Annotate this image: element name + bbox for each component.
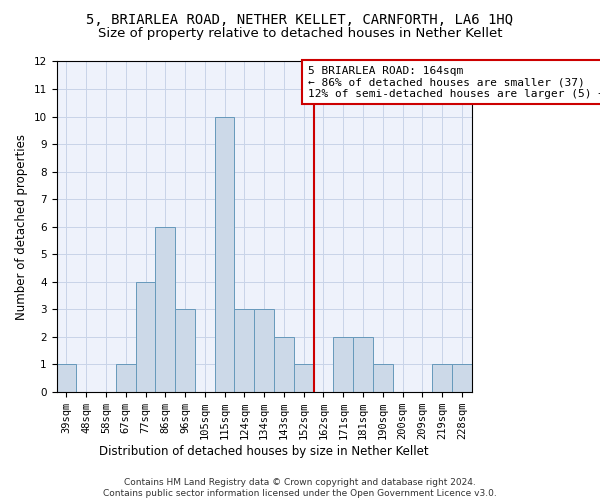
Y-axis label: Number of detached properties: Number of detached properties xyxy=(15,134,28,320)
Text: 5 BRIARLEA ROAD: 164sqm
← 86% of detached houses are smaller (37)
12% of semi-de: 5 BRIARLEA ROAD: 164sqm ← 86% of detache… xyxy=(308,66,600,99)
Bar xyxy=(373,364,392,392)
Bar xyxy=(215,116,235,392)
Bar xyxy=(155,226,175,392)
Bar xyxy=(353,336,373,392)
Text: 5, BRIARLEA ROAD, NETHER KELLET, CARNFORTH, LA6 1HQ: 5, BRIARLEA ROAD, NETHER KELLET, CARNFOR… xyxy=(86,12,514,26)
Bar xyxy=(274,336,294,392)
Bar xyxy=(136,282,155,392)
Bar xyxy=(175,309,195,392)
Bar xyxy=(294,364,314,392)
Bar xyxy=(452,364,472,392)
Text: Contains HM Land Registry data © Crown copyright and database right 2024.
Contai: Contains HM Land Registry data © Crown c… xyxy=(103,478,497,498)
Bar xyxy=(56,364,76,392)
Text: Size of property relative to detached houses in Nether Kellet: Size of property relative to detached ho… xyxy=(98,28,502,40)
Bar xyxy=(334,336,353,392)
Bar xyxy=(432,364,452,392)
Bar xyxy=(254,309,274,392)
Bar xyxy=(116,364,136,392)
Bar xyxy=(235,309,254,392)
X-axis label: Distribution of detached houses by size in Nether Kellet: Distribution of detached houses by size … xyxy=(100,444,429,458)
